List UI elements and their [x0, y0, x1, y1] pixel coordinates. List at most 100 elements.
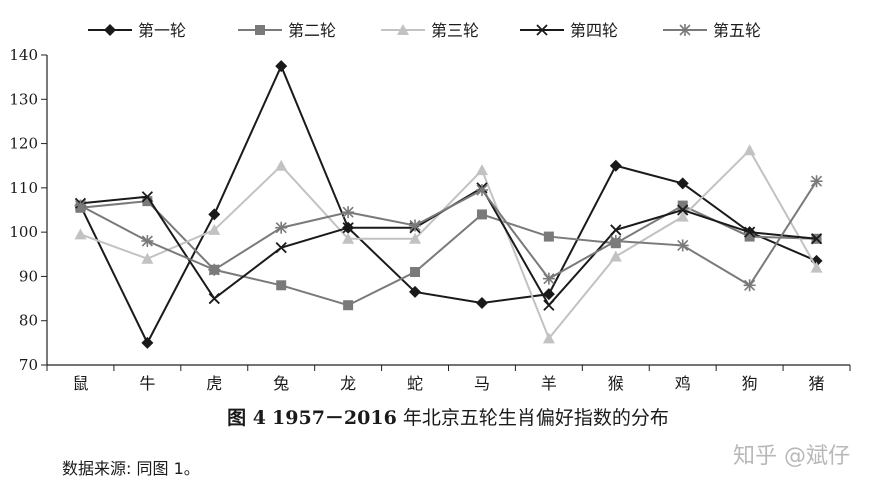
x-tick-label: 猪	[809, 374, 825, 393]
data-point	[343, 300, 354, 311]
data-point	[677, 204, 689, 216]
legend-label: 第五轮	[713, 21, 761, 40]
data-point	[676, 177, 689, 190]
data-point	[542, 288, 555, 301]
series	[74, 144, 823, 344]
data-point	[542, 332, 555, 344]
data-point	[536, 24, 548, 36]
data-point	[810, 261, 823, 273]
y-tick-label: 90	[19, 267, 38, 285]
x-tick-label: 虎	[206, 374, 222, 393]
data-point	[676, 210, 689, 222]
series-line	[79, 180, 818, 287]
y-tick-label: 110	[9, 179, 38, 197]
data-point	[676, 239, 689, 252]
data-point	[397, 24, 409, 35]
data-point	[104, 24, 116, 36]
data-point	[275, 242, 287, 254]
data-point	[475, 164, 488, 176]
y-tick-label: 80	[19, 312, 38, 330]
x-tick-label: 鸡	[675, 374, 691, 393]
data-point	[208, 223, 221, 235]
data-point	[275, 159, 288, 171]
legend-label: 第三轮	[431, 21, 479, 40]
data-point-stroke	[141, 191, 154, 203]
legend-label: 第四轮	[570, 21, 618, 40]
data-point-stroke	[275, 242, 287, 254]
data-point-stroke	[536, 24, 548, 36]
data-point	[208, 208, 221, 221]
caption-years: 1957－2016	[272, 407, 397, 429]
data-point	[275, 60, 288, 73]
caption-figure-label: 图 4	[227, 407, 266, 429]
data-point-stroke	[677, 204, 689, 216]
data-point	[342, 222, 354, 234]
data-point	[476, 209, 487, 220]
legend-label: 第一轮	[138, 21, 186, 40]
data-point	[543, 231, 554, 242]
series-line	[80, 148, 818, 341]
data-point	[743, 144, 756, 156]
data-point	[74, 199, 87, 212]
y-tick-label: 120	[9, 135, 38, 153]
legend-label: 第二轮	[288, 21, 336, 40]
data-point	[475, 184, 488, 197]
watermark: 知乎 @斌仔	[733, 444, 850, 469]
data-point-stroke	[342, 222, 354, 234]
data-point	[342, 232, 355, 244]
data-point	[342, 206, 355, 219]
data-point	[609, 159, 622, 172]
data-point	[275, 221, 288, 234]
legend-item: 第三轮	[381, 21, 479, 40]
x-tick-label: 牛	[139, 374, 155, 393]
data-point	[810, 175, 823, 188]
data-point	[255, 25, 265, 35]
data-point	[677, 200, 688, 211]
data-point	[409, 232, 422, 244]
x-tick-label: 羊	[541, 374, 557, 393]
line-chart: 708090100110120130140鼠牛虎兔龙蛇马羊猴鸡狗猪第一轮 第二轮第…	[9, 21, 851, 393]
series	[74, 175, 823, 292]
data-point	[409, 219, 422, 232]
data-point	[208, 263, 221, 276]
data-point	[610, 224, 622, 236]
data-point	[743, 279, 756, 292]
figure-caption: 图 4 1957－2016 年北京五轮生肖偏好指数的分布	[0, 403, 896, 430]
series	[75, 196, 822, 311]
caption-title: 年北京五轮生肖偏好指数的分布	[402, 407, 669, 429]
data-point	[609, 250, 622, 262]
x-tick-label: 蛇	[407, 374, 423, 393]
y-tick-label: 70	[19, 356, 38, 374]
series-line	[80, 200, 817, 307]
data-point-stroke	[543, 299, 555, 311]
data-point	[276, 280, 287, 291]
data-point	[543, 299, 555, 311]
x-tick-label: 龙	[340, 374, 356, 393]
data-point	[142, 196, 153, 207]
data-point	[208, 292, 220, 305]
x-tick-label: 鼠	[72, 374, 88, 393]
y-tick-label: 130	[9, 90, 38, 108]
x-tick-label: 兔	[273, 374, 289, 393]
x-tick-label: 猴	[608, 374, 624, 393]
y-tick-label: 140	[9, 46, 38, 64]
data-point	[542, 272, 555, 285]
data-point-stroke	[208, 292, 220, 305]
series-line	[79, 63, 817, 346]
x-tick-label: 狗	[742, 374, 758, 393]
legend-item: 第二轮	[238, 21, 336, 40]
legend: 第一轮 第二轮 第三轮 第四轮 第五轮	[88, 21, 761, 40]
data-point-stroke	[810, 233, 823, 245]
data-point	[74, 228, 87, 240]
x-tick-label: 马	[474, 374, 490, 393]
data-point-stroke	[743, 226, 756, 238]
data-point	[609, 235, 622, 247]
data-point	[141, 336, 154, 349]
data-point	[743, 226, 756, 238]
data-point	[141, 191, 154, 203]
y-tick-label: 100	[9, 223, 38, 241]
legend-item: 第五轮	[663, 21, 761, 40]
data-point	[410, 267, 421, 277]
data-point	[141, 235, 154, 247]
legend-item: 第四轮	[520, 21, 618, 40]
